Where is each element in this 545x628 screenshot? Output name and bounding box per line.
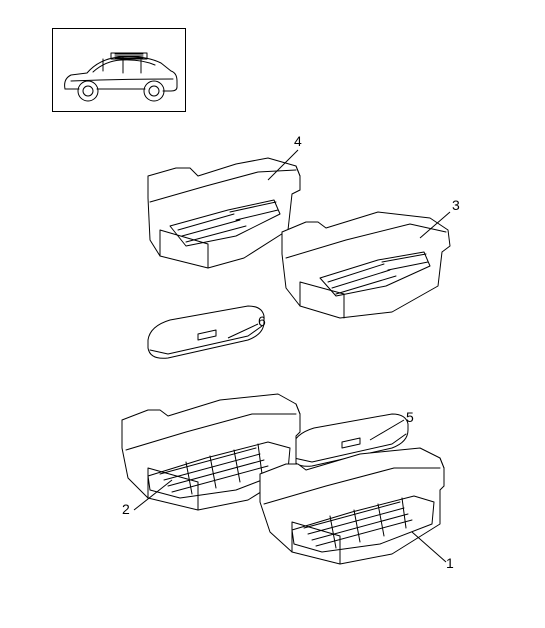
callout-label-1: 1 — [446, 556, 454, 570]
part-seat-cushion-foam-left — [148, 158, 300, 268]
diagram-canvas: 1 2 3 4 5 6 — [0, 0, 545, 628]
part-trim-panel-left — [148, 306, 264, 358]
callout-label-6: 6 — [258, 314, 266, 328]
part-seat-cushion-foam-right — [282, 212, 450, 318]
callout-label-4: 4 — [294, 134, 302, 148]
callout-label-2: 2 — [122, 502, 130, 516]
callout-label-5: 5 — [406, 410, 414, 424]
parts-illustration — [0, 0, 545, 628]
part-seat-cushion-cover-right — [260, 448, 444, 564]
callout-label-3: 3 — [452, 198, 460, 212]
